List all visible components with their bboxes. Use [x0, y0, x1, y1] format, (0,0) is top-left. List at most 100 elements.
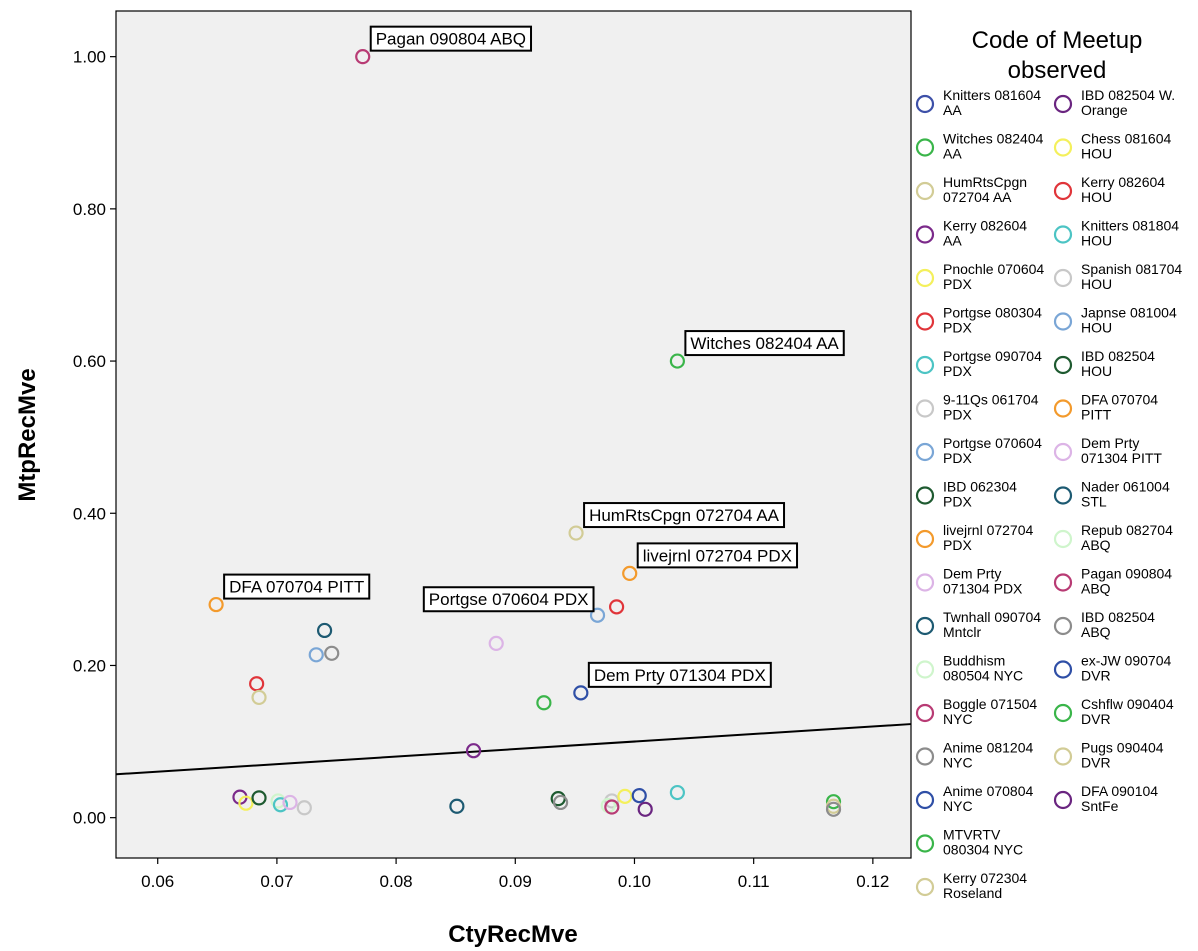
legend-label: Knitters 081604: [943, 87, 1041, 103]
legend-label: livejrnl 072704: [943, 522, 1033, 538]
legend-marker: [1053, 225, 1073, 244]
annotation-box: [684, 330, 845, 357]
legend-label: SntFe: [1081, 798, 1119, 814]
data-point: [272, 797, 289, 813]
annotation-label: Witches 082404 AA: [684, 330, 845, 357]
annotation-text: Dem Prty 071304 PDX: [594, 666, 766, 685]
legend-marker: [1053, 268, 1073, 288]
legend-marker: [1053, 486, 1073, 505]
legend-label: Knitters 081804: [1081, 218, 1179, 234]
legend-marker: [1053, 573, 1073, 592]
legend-label: PDX: [943, 537, 972, 553]
data-point: [282, 794, 298, 811]
legend-label: MTVRTV: [943, 827, 1001, 843]
legend-label: Dem Prty: [943, 566, 1001, 582]
legend-label: ABQ: [1081, 537, 1111, 553]
points-layer: [208, 49, 842, 817]
annotation-box: [636, 542, 799, 569]
legend-label: Witches 082404: [943, 131, 1044, 147]
legend-label: Pnochle 070604: [943, 261, 1044, 277]
legend-label: ABQ: [1081, 581, 1111, 597]
data-point: [573, 685, 589, 701]
legend-label: Kerry 082604: [1081, 174, 1165, 190]
annotation-text: HumRtsCpgn 072704 AA: [589, 506, 780, 525]
data-point: [631, 787, 647, 804]
legend-marker: [1053, 660, 1073, 679]
legend-marker: [1053, 399, 1073, 418]
legend-marker: [915, 616, 935, 636]
legend-label: Pagan 090804: [1081, 566, 1172, 582]
annotation-label: Pagan 090804 ABQ: [369, 25, 533, 52]
legend-label: HOU: [1081, 233, 1112, 249]
annotation-text: Portgse 070604 PDX: [429, 590, 589, 609]
y-axis-title: MtpRecMve: [14, 368, 41, 501]
legend-marker: [1053, 94, 1073, 114]
legend-label: Anime 081204: [943, 740, 1034, 756]
data-point: [669, 353, 685, 369]
data-point: [536, 695, 552, 711]
legend-marker: [915, 790, 935, 810]
legend-marker: [1053, 747, 1073, 766]
legend-label: IBD 062304: [943, 479, 1017, 495]
legend-label: Portgse 090704: [943, 348, 1042, 364]
legend-marker: [915, 225, 935, 244]
data-point: [449, 798, 465, 814]
fit-line: [115, 723, 912, 776]
legend-marker: [915, 877, 935, 897]
legend-marker: [915, 94, 935, 114]
legend-marker: [915, 312, 935, 331]
legend-label: Pugs 090404: [1081, 740, 1164, 756]
legend-label: 080504 NYC: [943, 668, 1023, 684]
plot-frame: [115, 10, 912, 859]
legend-label: IBD 082504: [1081, 348, 1155, 364]
data-point: [238, 795, 254, 811]
legend-marker: [915, 442, 935, 462]
annotation-text: Witches 082404 AA: [690, 334, 839, 353]
y-tick-label: 0.80: [73, 200, 106, 219]
legend-label: NYC: [943, 755, 973, 771]
legend-marker: [1053, 529, 1073, 549]
legend: Code of Meetup observed Knitters 081604A…: [915, 27, 1182, 901]
x-axis-title: CtyRecMve: [448, 921, 577, 948]
data-point: [637, 801, 653, 817]
legend-label: PDX: [943, 407, 972, 423]
annotation-text: Pagan 090804 ABQ: [376, 30, 526, 49]
data-point: [488, 635, 504, 651]
legend-label: PDX: [943, 363, 972, 379]
legend-label: HOU: [1081, 320, 1112, 336]
legend-marker: [1053, 790, 1073, 810]
legend-label: 072704 AA: [943, 189, 1012, 205]
data-point: [296, 800, 312, 816]
annotation-label: HumRtsCpgn 072704 AA: [583, 502, 786, 529]
legend-label: Kerry 072304: [943, 870, 1027, 886]
data-point: [465, 743, 482, 759]
legend-label: DVR: [1081, 755, 1111, 771]
legend-label: Roseland: [943, 885, 1002, 901]
legend-label: HOU: [1081, 189, 1112, 205]
y-tick-label: 0.40: [73, 504, 106, 523]
legend-label: AA: [943, 146, 962, 162]
legend-label: Dem Prty: [1081, 435, 1139, 451]
legend-label: HOU: [1081, 363, 1112, 379]
legend-label: HumRtsCpgn: [943, 174, 1027, 190]
annotation-label: Dem Prty 071304 PDX: [587, 661, 772, 688]
legend-label: Chess 081604: [1081, 131, 1172, 147]
data-point: [355, 49, 371, 65]
legend-label: AA: [943, 233, 962, 249]
legend-label: 080304 NYC: [943, 842, 1023, 858]
legend-label: Portgse 070604: [943, 435, 1042, 451]
